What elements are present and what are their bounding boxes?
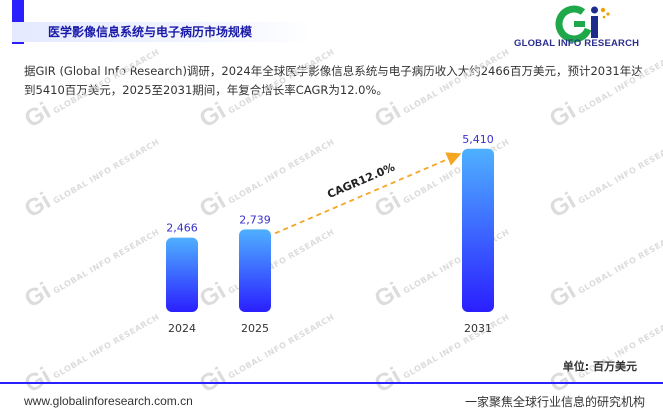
logo-text: GLOBAL INFO RESEARCH — [514, 38, 640, 49]
bar-2025 — [239, 229, 271, 312]
value-label-2024: 2,466 — [166, 222, 198, 235]
footer-slogan: 一家聚焦全球行业信息的研究机构 — [464, 395, 645, 409]
value-label-2025: 2,739 — [239, 213, 271, 226]
cagr-arrow — [274, 152, 462, 235]
value-label-2031: 5,410 — [462, 133, 494, 146]
category-label-2031: 2031 — [464, 322, 492, 335]
gi-logo-icon — [555, 5, 610, 43]
footer-website[interactable]: www.globalinforesearch.com.cn — [24, 394, 193, 408]
category-label-2025: 2025 — [241, 322, 269, 335]
footer-divider — [0, 382, 663, 384]
title-background — [12, 22, 312, 42]
unit-label: 单位: 百万美元 — [562, 360, 637, 373]
bar-2031 — [462, 148, 494, 312]
bar-2024 — [166, 237, 198, 312]
description-text: 据GIR (Global Info Research)调研，2024年全球医学影… — [24, 64, 643, 97]
cagr-label: CAGR12.0% — [325, 161, 397, 201]
category-label-2024: 2024 — [168, 322, 196, 335]
page-title: 医学影像信息系统与电子病历市场规模 — [48, 25, 253, 39]
